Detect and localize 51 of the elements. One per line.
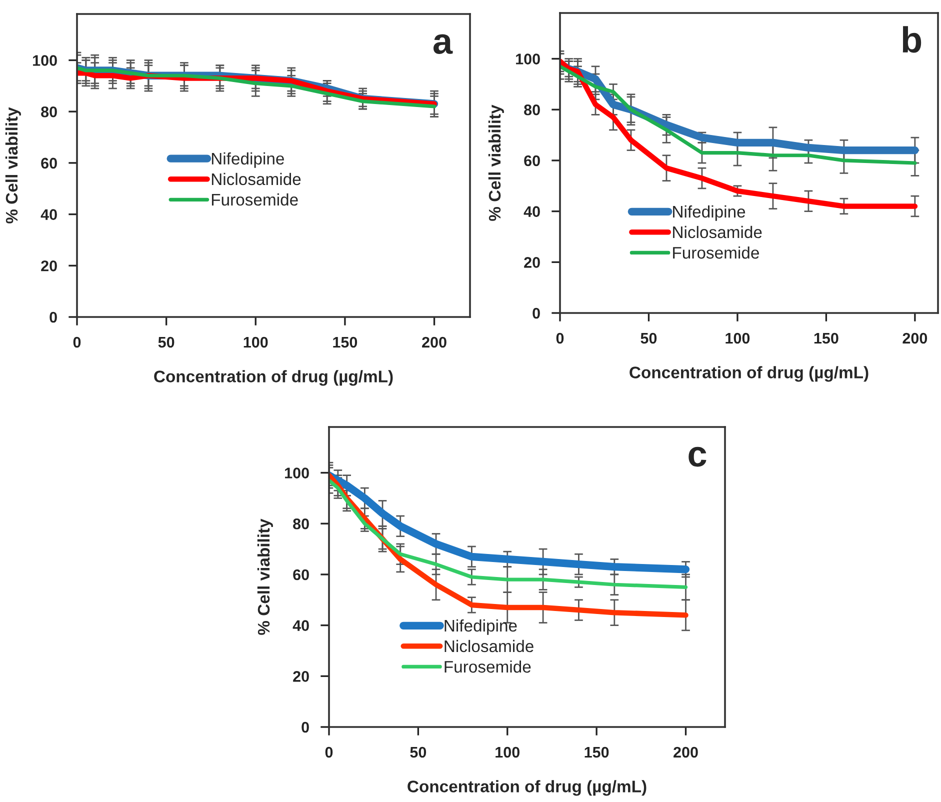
y-tick-label: 0 [50, 312, 57, 323]
x-tick-label: 0 [325, 746, 333, 758]
y-axis-title: % Cell viability [5, 107, 21, 224]
y-tick-label: 80 [293, 518, 309, 530]
x-tick-label: 150 [333, 336, 358, 348]
y-tick-label: 100 [516, 54, 540, 64]
y-tick-label: 20 [41, 260, 57, 272]
x-tick-label: 0 [73, 336, 81, 348]
x-axis-title: Concentration of drug (µg/mL) [408, 780, 646, 796]
legend-label: Niclosamide [212, 172, 301, 186]
x-tick-label: 50 [158, 336, 174, 348]
x-tick-label: 100 [496, 746, 520, 758]
y-tick-label: 40 [292, 620, 309, 631]
x-tick-label: 200 [674, 746, 698, 758]
y-tick-label: 0 [302, 722, 309, 733]
annotation: b [902, 26, 922, 53]
legend-label: Niclosamide [444, 640, 534, 652]
y-tick-label: 80 [524, 104, 540, 116]
x-tick-label: 100 [244, 336, 268, 348]
x-axis-title: Concentration of drug (µg/mL) [154, 370, 393, 386]
x-tick-label: 0 [556, 332, 564, 344]
x-tick-label: 150 [814, 332, 838, 344]
y-tick-label: 20 [524, 257, 540, 268]
y-tick-label: 60 [41, 158, 57, 169]
y-tick-label: 100 [33, 55, 57, 66]
x-tick-label: 200 [902, 332, 928, 344]
legend-label: Nifedipine [673, 205, 746, 221]
x-axis-title: Concentration of drug (µg/mL) [630, 366, 868, 382]
y-tick-label: 20 [293, 671, 309, 682]
y-tick-label: 100 [285, 468, 309, 478]
legend-label: Nifedipine [212, 152, 284, 168]
x-tick-label: 150 [584, 746, 609, 758]
legend-label: Furosemide [212, 193, 298, 206]
y-axis-title: % Cell viability [488, 104, 504, 221]
legend-label: Furosemide [673, 246, 759, 259]
legend-label: Nifedipine [444, 619, 517, 635]
y-tick-label: 60 [524, 155, 540, 166]
y-tick-label: 0 [532, 308, 540, 319]
y-axis-title: % Cell viability [257, 518, 273, 635]
annotation: a [434, 34, 453, 54]
y-tick-label: 60 [293, 569, 309, 580]
x-tick-label: 200 [422, 336, 446, 348]
y-tick-label: 80 [41, 106, 57, 118]
y-tick-label: 40 [524, 206, 540, 217]
annotation: c [688, 446, 706, 467]
legend-label: Niclosamide [673, 226, 762, 238]
legend-label: Furosemide [444, 660, 531, 673]
y-tick-label: 40 [40, 209, 57, 220]
x-tick-label: 50 [410, 746, 426, 758]
x-tick-label: 50 [640, 332, 657, 344]
x-tick-label: 100 [726, 332, 750, 344]
